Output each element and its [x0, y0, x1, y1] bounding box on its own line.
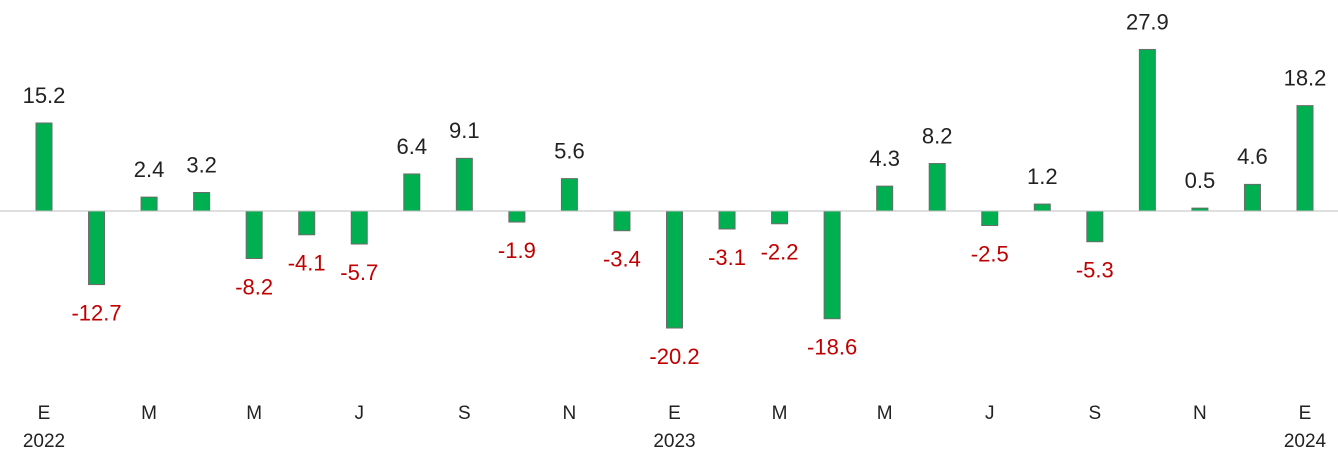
bar — [1033, 203, 1051, 212]
data-label: -20.2 — [649, 344, 699, 369]
year-label: 2023 — [653, 431, 695, 452]
bar — [350, 210, 368, 245]
x-tick-label: E — [668, 403, 681, 424]
data-label: -2.2 — [761, 240, 799, 265]
bar — [1296, 105, 1314, 212]
data-label: 3.2 — [186, 152, 217, 177]
bar — [140, 196, 158, 212]
bar — [876, 185, 894, 212]
data-label: 0.5 — [1185, 168, 1216, 193]
data-label: 4.3 — [869, 146, 900, 171]
data-label: 6.4 — [396, 134, 427, 159]
data-label: -1.9 — [498, 238, 536, 263]
bar — [193, 191, 211, 212]
x-tick-label: S — [458, 403, 471, 424]
bar — [1138, 48, 1156, 212]
bar — [1086, 210, 1104, 243]
bar — [1243, 183, 1261, 212]
bar — [981, 210, 999, 227]
data-label: 2.4 — [134, 157, 165, 182]
data-label: 1.2 — [1027, 164, 1058, 189]
bar — [771, 210, 789, 225]
x-tick-label: J — [355, 403, 365, 424]
x-tick-label: M — [877, 403, 893, 424]
data-label: 4.6 — [1237, 144, 1268, 169]
x-tick-label: M — [772, 403, 788, 424]
data-label: -18.6 — [807, 335, 857, 360]
bar — [928, 163, 946, 212]
x-tick-label: N — [1193, 403, 1207, 424]
data-label: -3.4 — [603, 247, 641, 272]
data-label: -3.1 — [708, 245, 746, 270]
data-label: -8.2 — [235, 274, 273, 299]
bar — [298, 210, 316, 236]
bar — [508, 210, 526, 223]
data-label: -4.1 — [288, 251, 326, 276]
data-label: 18.2 — [1284, 65, 1327, 90]
x-tick-label: J — [985, 403, 995, 424]
data-label: -5.7 — [340, 260, 378, 285]
data-label: 9.1 — [449, 118, 480, 143]
bar — [455, 157, 473, 212]
x-tick-label: S — [1088, 403, 1101, 424]
data-label: 15.2 — [23, 83, 66, 108]
bar — [718, 210, 736, 230]
x-tick-label: E — [1299, 403, 1312, 424]
x-tick-label: E — [38, 403, 51, 424]
bar — [88, 210, 106, 286]
bar — [35, 122, 53, 212]
year-label: 2024 — [1284, 431, 1327, 452]
data-label: -12.7 — [71, 300, 121, 325]
x-tick-label: M — [141, 403, 157, 424]
data-label: 8.2 — [922, 123, 953, 148]
x-tick-label: N — [563, 403, 577, 424]
data-label: 5.6 — [554, 138, 585, 163]
bar — [245, 210, 263, 260]
bar — [823, 210, 841, 320]
bar — [666, 210, 683, 329]
bar — [560, 178, 578, 212]
data-label: -5.3 — [1076, 258, 1114, 283]
data-label: -2.5 — [971, 241, 1009, 266]
bar — [613, 210, 631, 232]
x-tick-label: M — [246, 403, 262, 424]
data-label: 27.9 — [1126, 9, 1169, 34]
bar — [403, 173, 421, 212]
year-label: 2022 — [23, 431, 65, 452]
